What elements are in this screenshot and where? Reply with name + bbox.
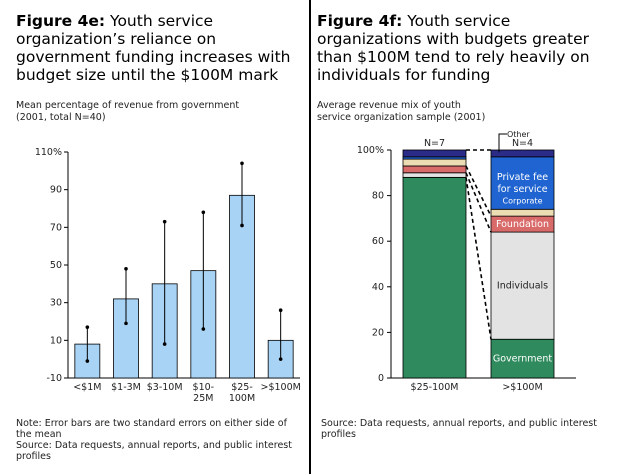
x-tick-label: >$100M <box>502 382 542 393</box>
y-tick-label: 20 <box>372 327 384 338</box>
figure-4e-chart: -10 10 30 50 70 90 110% <$1M $1-3M $3-10M $10-25M $… <box>35 147 301 404</box>
stack-segment-individuals <box>490 231 555 340</box>
n-label: N=7 <box>424 138 445 149</box>
figure-4e-title: Figure 4e: Youth service organization’s … <box>16 12 301 84</box>
connector-line <box>465 172 492 233</box>
stack-segment-other <box>490 149 555 158</box>
y-tick-label: 70 <box>50 222 62 233</box>
stack-segment-private_fee <box>490 156 555 210</box>
error-bar-cap <box>162 219 167 224</box>
x-tick-label: $3-10M <box>147 382 183 393</box>
other-callout-line <box>498 133 507 153</box>
y-tick-label: 30 <box>50 298 62 309</box>
x-tick-label: >$100M <box>260 382 300 393</box>
connector-line <box>465 165 492 217</box>
figure-4e-note-line-1: Note: Error bars are two standard errors… <box>16 418 287 429</box>
panel-divider <box>309 0 311 474</box>
segment-label: Government <box>493 354 553 365</box>
y-tick-label: 80 <box>372 191 384 202</box>
error-bar-cap <box>124 266 128 271</box>
stack-segment-corporate <box>402 158 467 167</box>
y-tick-label: -10 <box>46 373 62 384</box>
figure-4e-source-line-1: Source: Data requests, annual reports, a… <box>16 440 292 451</box>
y-tick-label: 10 <box>50 335 62 346</box>
figure-4f-title-text: Youth service organizations with budgets… <box>317 12 590 84</box>
figure-4e-note-line-2: the mean <box>16 429 62 440</box>
figure-4f-chart: 0 20 40 60 80 100% $25-100M N=7 >$100M N=4 Governm… <box>357 130 576 393</box>
figure-4f-source-line-1: Source: Data requests, annual reports, a… <box>321 418 597 429</box>
stack-segment-government <box>402 176 467 379</box>
error-bar-cap <box>85 325 90 329</box>
figure-4f-source: Source: Data requests, annual reports, a… <box>321 418 611 440</box>
segment-label: Private fee for service <box>497 172 548 195</box>
figure-4f-title: Figure 4f: Youth service organizations w… <box>317 12 602 84</box>
stack-segment-foundation <box>402 165 467 174</box>
stack-segment-individuals <box>402 172 467 178</box>
y-tick-label: 0 <box>378 373 384 384</box>
figure-4f-source-line-2: profiles <box>321 429 356 440</box>
segment-label: Individuals <box>497 281 548 292</box>
other-callout-label: Other <box>507 130 530 139</box>
y-tick-label: 90 <box>50 185 62 196</box>
y-tick-label: 110% <box>35 147 62 158</box>
x-tick-label: $1-3M <box>111 382 141 393</box>
figure-4e-subtitle-line-1: Mean percentage of revenue from governme… <box>16 100 240 111</box>
figure-4f-panel: Figure 4f: Youth service organizations w… <box>311 0 620 474</box>
connector-line <box>465 177 492 340</box>
error-bar-cap <box>278 308 283 313</box>
x-tick-label: <$1M <box>73 382 101 393</box>
error-bar-cap <box>240 223 244 228</box>
stack-segment-corporate <box>490 208 555 217</box>
stack-segment-government <box>490 338 555 379</box>
figure-4e-subtitle: Mean percentage of revenue from governme… <box>16 100 301 124</box>
segment-label: Corporate <box>503 197 543 206</box>
y-tick-label: 60 <box>372 236 384 247</box>
n-label: N=4 <box>512 138 533 149</box>
figure-4e-source-line-2: profiles <box>16 451 51 462</box>
error-bar-cap <box>278 357 283 361</box>
x-tick-label: $10-25M <box>193 382 215 404</box>
figure-4e-note: Note: Error bars are two standard errors… <box>16 418 306 462</box>
error-bar-cap <box>162 342 167 346</box>
figure-4e-label: Figure 4e: <box>16 12 106 30</box>
error-bar-cap <box>201 210 206 215</box>
stack-segment-other <box>402 149 467 158</box>
error-bar-cap <box>240 161 244 166</box>
x-tick-label: $25-100M <box>411 382 459 393</box>
y-tick-label: 50 <box>50 260 62 271</box>
segment-label: Foundation <box>496 219 549 230</box>
figure-4f-label: Figure 4f: <box>317 12 403 30</box>
error-bar-cap <box>85 359 90 363</box>
figure-4f-subtitle-line-2: service organization sample (2001) <box>317 112 486 123</box>
figure-4e-subtitle-line-2: (2001, total N=40) <box>16 112 106 123</box>
y-tick-label: 100% <box>357 145 384 156</box>
figure-4f-subtitle: Average revenue mix of youth service org… <box>317 100 602 124</box>
error-bar-cap <box>124 321 128 326</box>
figure-4e-title-text: Youth service organization’s reliance on… <box>16 12 291 84</box>
figure-4e-panel: Figure 4e: Youth service organization’s … <box>16 12 306 462</box>
x-tick-label: $25-100M <box>229 382 255 404</box>
y-tick-label: 40 <box>372 282 384 293</box>
error-bar-cap <box>201 327 206 331</box>
figure-4f-subtitle-line-1: Average revenue mix of youth <box>317 100 461 111</box>
